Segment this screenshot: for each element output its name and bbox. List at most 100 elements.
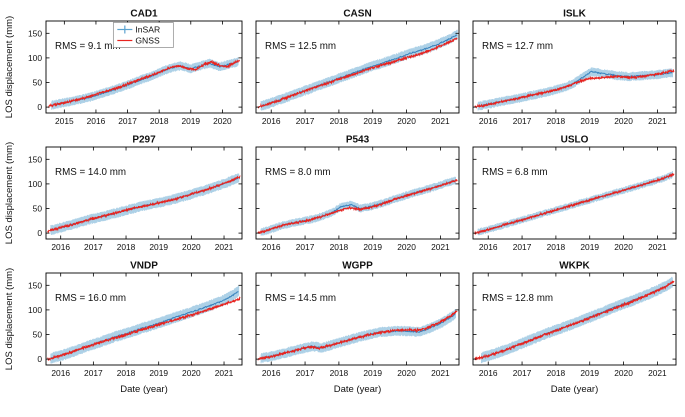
x-tick-label: 2016 bbox=[479, 116, 498, 126]
x-tick-label: 2020 bbox=[213, 116, 232, 126]
gnss-series bbox=[48, 59, 240, 109]
x-tick-label: 2019 bbox=[363, 242, 382, 252]
x-tick-label: 2020 bbox=[397, 368, 416, 378]
x-tick-label: 2018 bbox=[117, 368, 136, 378]
x-tick-label: 2020 bbox=[614, 116, 633, 126]
x-tick-label: 2016 bbox=[51, 368, 70, 378]
subplot-WGPP: 2016 2017 2018 2019 2020 2021 WGPP RMS = 14.5 m… bbox=[255, 261, 460, 395]
x-tick-label: 2019 bbox=[149, 368, 168, 378]
insar-series bbox=[477, 171, 673, 236]
x-tick-label: 2020 bbox=[182, 242, 201, 252]
x-tick-label: 2020 bbox=[614, 368, 633, 378]
axes-box bbox=[45, 146, 243, 240]
x-tick-label: 2017 bbox=[296, 368, 315, 378]
y-axis-label: LOS displacement (mm) bbox=[4, 142, 15, 244]
y-tick-label: 0 bbox=[37, 102, 42, 112]
x-tick-label: 2021 bbox=[431, 368, 450, 378]
legend-label-gnss: GNSS bbox=[135, 36, 160, 46]
figure-row: 2016 2017 2018 2019 2020 2021 0 50 100 150 P297 RMS… bbox=[2, 132, 683, 256]
insar-series bbox=[51, 57, 239, 110]
figure-grid: 2015 2016 2017 2018 2019 2020 0 50 100 150 CAD1 RMS… bbox=[2, 6, 683, 397]
x-tick-label: 2019 bbox=[149, 242, 168, 252]
y-tick-label: 100 bbox=[28, 179, 42, 189]
x-tick-label: 2021 bbox=[648, 368, 667, 378]
x-tick-label: 2017 bbox=[296, 116, 315, 126]
y-tick-label: 150 bbox=[28, 280, 42, 290]
subplot-title: CASN bbox=[343, 9, 371, 20]
gnss-series bbox=[257, 178, 458, 235]
x-tick-label: 2016 bbox=[262, 368, 281, 378]
subplot-title: P543 bbox=[346, 135, 370, 146]
y-tick-label: 150 bbox=[28, 154, 42, 164]
x-tick-label: 2020 bbox=[182, 368, 201, 378]
x-tick-label: 2019 bbox=[181, 116, 200, 126]
x-tick-label: 2016 bbox=[479, 368, 498, 378]
axes-box bbox=[255, 20, 460, 114]
rms-label: RMS = 14.5 mm bbox=[265, 293, 336, 304]
x-tick-label: 2015 bbox=[55, 116, 74, 126]
insar-series bbox=[50, 173, 240, 235]
y-axis-label: LOS displacement (mm) bbox=[4, 268, 15, 370]
x-tick-label: 2019 bbox=[363, 368, 382, 378]
x-tick-label: 2016 bbox=[479, 242, 498, 252]
x-tick-label: 2019 bbox=[580, 116, 599, 126]
legend-label-insar: InSAR bbox=[135, 25, 160, 35]
rms-label: RMS = 12.5 mm bbox=[265, 41, 336, 52]
x-tick-label: 2017 bbox=[513, 368, 532, 378]
subplot-title: WGPP bbox=[342, 261, 373, 272]
axis-ticks bbox=[473, 147, 676, 239]
y-tick-label: 100 bbox=[28, 305, 42, 315]
insar-series bbox=[477, 67, 673, 111]
x-tick-label: 2020 bbox=[614, 242, 633, 252]
rms-label: RMS = 6.8 mm bbox=[482, 167, 548, 178]
subplot-USLO: 2016 2017 2018 2019 2020 2021 USLO RMS = 6.8 mm bbox=[472, 135, 677, 252]
x-tick-label: 2016 bbox=[87, 116, 106, 126]
x-tick-label: 2017 bbox=[84, 368, 103, 378]
axis-ticks bbox=[46, 273, 242, 365]
x-axis-label: Date (year) bbox=[551, 384, 599, 395]
subplot-VNDP: 2016 2017 2018 2019 2020 2021 0 50 100 150 VNDP RMS… bbox=[4, 261, 243, 395]
gnss-series bbox=[47, 175, 241, 234]
x-tick-label: 2021 bbox=[648, 116, 667, 126]
axis-ticks bbox=[473, 21, 676, 113]
x-tick-label: 2018 bbox=[330, 116, 349, 126]
x-tick-label: 2017 bbox=[513, 242, 532, 252]
axes-box bbox=[255, 272, 460, 366]
x-axis-label: Date (year) bbox=[334, 384, 382, 395]
axes-box bbox=[472, 272, 677, 366]
gnss-series bbox=[474, 172, 675, 236]
x-tick-label: 2018 bbox=[117, 242, 136, 252]
axis-ticks bbox=[256, 147, 459, 239]
x-tick-label: 2016 bbox=[262, 116, 281, 126]
subplot-WKPK: 2016 2017 2018 2019 2020 2021 WKPK RMS = 12.8 m… bbox=[472, 261, 677, 395]
x-tick-label: 2018 bbox=[547, 368, 566, 378]
x-axis-label: Date (year) bbox=[120, 384, 168, 395]
subplot-ISLK: 2016 2017 2018 2019 2020 2021 ISLK RMS = 12.7 m… bbox=[472, 9, 677, 126]
x-tick-label: 2021 bbox=[431, 242, 450, 252]
axes-box bbox=[45, 20, 243, 114]
gnss-series bbox=[257, 37, 458, 109]
x-tick-label: 2021 bbox=[215, 368, 234, 378]
axes-box bbox=[255, 146, 460, 240]
subplot-title: ISLK bbox=[563, 9, 587, 20]
figure-row: 2016 2017 2018 2019 2020 2021 0 50 100 150 VNDP RMS… bbox=[2, 258, 683, 397]
x-tick-label: 2017 bbox=[513, 116, 532, 126]
subplot-title: CAD1 bbox=[130, 9, 158, 20]
gnss-series bbox=[257, 310, 458, 361]
subplot-CAD1: 2015 2016 2017 2018 2019 2020 0 50 100 150 CAD1 RMS… bbox=[4, 9, 243, 126]
axes-box bbox=[472, 146, 677, 240]
axes-box bbox=[472, 20, 677, 114]
y-tick-label: 100 bbox=[28, 53, 42, 63]
figure-row: 2015 2016 2017 2018 2019 2020 0 50 100 150 CAD1 RMS… bbox=[2, 6, 683, 130]
x-tick-label: 2021 bbox=[648, 242, 667, 252]
subplot-P543: 2016 2017 2018 2019 2020 2021 P543 RMS = 8.0 mm bbox=[255, 135, 460, 252]
subplot-title: USLO bbox=[561, 135, 589, 146]
y-tick-label: 50 bbox=[33, 77, 43, 87]
subplot-title: WKPK bbox=[559, 261, 590, 272]
x-tick-label: 2020 bbox=[397, 242, 416, 252]
x-tick-label: 2020 bbox=[397, 116, 416, 126]
insar-series bbox=[481, 276, 673, 364]
axis-ticks bbox=[46, 147, 242, 239]
